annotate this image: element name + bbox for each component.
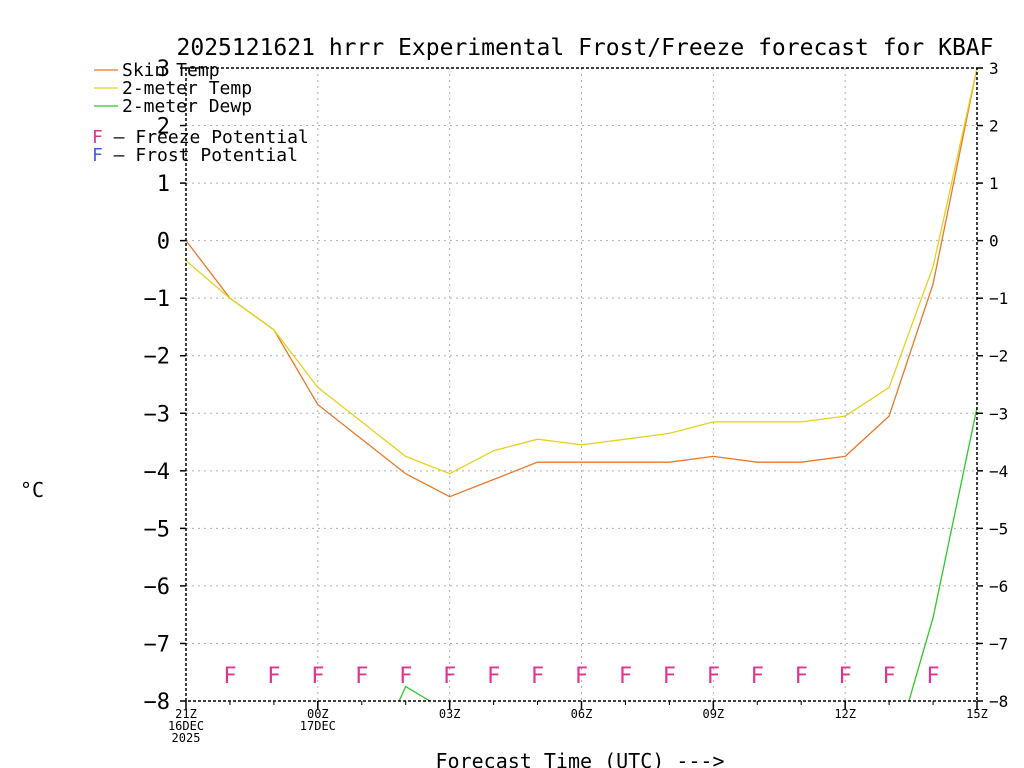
legend-marker-label: – Freeze Potential xyxy=(103,127,309,148)
x-tick-label: 06Z xyxy=(571,707,593,721)
legend-label: Skin Temp xyxy=(122,60,220,81)
x-tick-label: 21Z xyxy=(175,707,197,721)
x-tick-label: 17DEC xyxy=(300,719,336,733)
freeze-flag-marker: F xyxy=(355,664,368,689)
plot-frame xyxy=(185,67,978,702)
freeze-flag-marker: F xyxy=(839,664,852,689)
y-tick-label-right: −5 xyxy=(989,519,1008,538)
y-tick-label-right: −8 xyxy=(989,692,1008,711)
x-tick-label: 15Z xyxy=(966,707,988,721)
y-tick-label-right: −1 xyxy=(989,289,1008,308)
freeze-flag-marker: F xyxy=(487,664,500,689)
legend-marker-entry: F – Frost Potential xyxy=(92,145,298,166)
series-line-skin-temp xyxy=(186,68,977,498)
freeze-flag-marker: F xyxy=(795,664,808,689)
freeze-flag-marker: F xyxy=(707,664,720,689)
y-tick-label-left: −3 xyxy=(144,402,171,427)
series-line-2-meter-temp xyxy=(186,68,977,475)
y-tick-label-left: 1 xyxy=(157,172,170,197)
y-tick-label-left: −5 xyxy=(144,517,171,542)
x-tick-label: 16DEC xyxy=(168,719,204,733)
y-tick-label-left: 0 xyxy=(157,230,170,255)
y-tick-label-right: 1 xyxy=(989,174,999,193)
series-line-2-meter-dewp xyxy=(908,407,977,701)
y-tick-label-right: −2 xyxy=(989,347,1008,366)
x-tick-label: 00Z xyxy=(307,707,329,721)
y-tick-label-right: 3 xyxy=(989,59,999,78)
y-tick-label-left: 2 xyxy=(157,115,170,140)
freeze-flag-marker: F xyxy=(399,664,412,689)
y-tick-label-left: −1 xyxy=(144,287,171,312)
legend-marker-symbol: F xyxy=(92,145,103,166)
y-tick-label-left: 3 xyxy=(157,57,170,82)
x-tick-label: 2025 xyxy=(172,731,201,745)
axes xyxy=(180,67,983,709)
y-tick-label-right: −7 xyxy=(989,634,1008,653)
y-tick-label-right: −3 xyxy=(989,404,1008,423)
x-axis-label: Forecast Time (UTC) ---> xyxy=(436,749,725,768)
series-line-2-meter-dewp xyxy=(398,685,431,701)
legend-marker-entry: F – Freeze Potential xyxy=(92,127,309,148)
y-axis-label: °C xyxy=(20,478,44,502)
legend-label: 2-meter Temp xyxy=(122,78,252,99)
freeze-flag-marker: F xyxy=(443,664,456,689)
freeze-flag-marker: F xyxy=(751,664,764,689)
freeze-flag-marker: F xyxy=(267,664,280,689)
freeze-flag-marker: F xyxy=(926,664,939,689)
x-tick-label: 09Z xyxy=(702,707,724,721)
legend-marker-label: – Frost Potential xyxy=(103,145,298,166)
y-tick-label-right: −6 xyxy=(989,577,1008,596)
legend-label: 2-meter Dewp xyxy=(122,96,252,117)
y-tick-label-right: −4 xyxy=(989,462,1008,481)
freeze-flag-marker: F xyxy=(663,664,676,689)
x-tick-label: 12Z xyxy=(834,707,856,721)
freeze-flag-marker: F xyxy=(531,664,544,689)
series-lines xyxy=(186,68,977,701)
freeze-flag-marker: F xyxy=(882,664,895,689)
chart-title: 2025121621 hrrr Experimental Frost/Freez… xyxy=(177,35,994,61)
x-tick-label: 03Z xyxy=(439,707,461,721)
grid-lines xyxy=(186,68,977,701)
y-tick-label-left: −4 xyxy=(144,460,171,485)
y-tick-label-left: −6 xyxy=(144,575,171,600)
y-tick-label-left: −2 xyxy=(144,345,171,370)
freeze-flag-marker: F xyxy=(619,664,632,689)
legend-marker-symbol: F xyxy=(92,127,103,148)
y-tick-label-left: −7 xyxy=(144,632,171,657)
tick-labels: −8 −8 −7 −7 −6 −6 −5 −5 −4 −4 −3 −3 −2 −2 −1 −1 0 0 1 1 2 2 3 3… xyxy=(144,57,1009,745)
freeze-flag-marker: F xyxy=(223,664,236,689)
y-tick-label-right: 0 xyxy=(989,232,999,251)
freeze-flag-marker: F xyxy=(311,664,324,689)
y-tick-label-right: 2 xyxy=(989,117,999,136)
y-tick-label-left: −8 xyxy=(144,690,171,715)
freeze-flag-marker: F xyxy=(575,664,588,689)
